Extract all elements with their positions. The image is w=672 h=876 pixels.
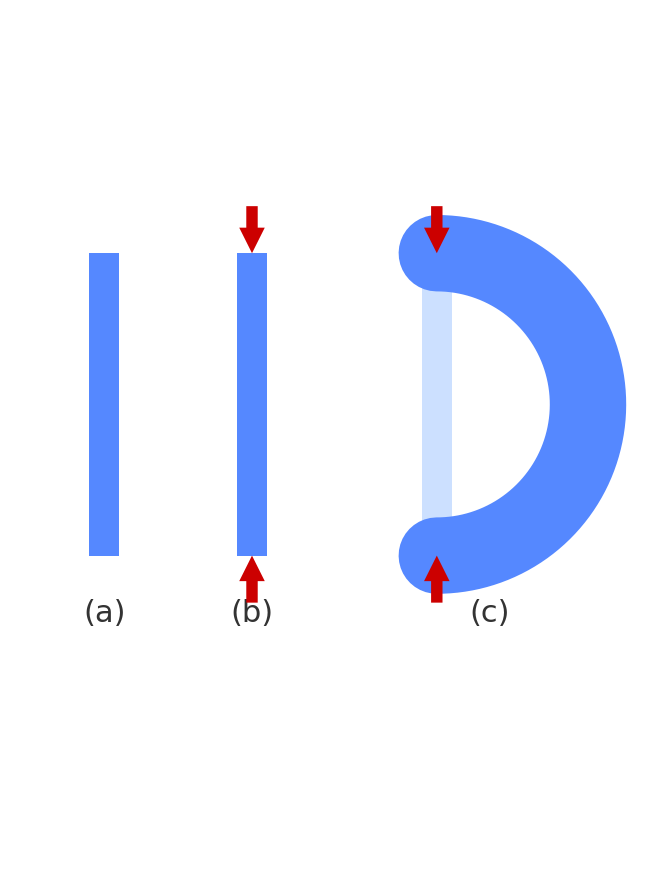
FancyArrow shape — [424, 555, 450, 603]
Text: (c): (c) — [470, 599, 510, 628]
Text: (b): (b) — [230, 599, 274, 628]
Text: (a): (a) — [83, 599, 126, 628]
Bar — [237, 253, 267, 555]
Bar — [89, 253, 120, 555]
FancyArrow shape — [239, 206, 265, 253]
FancyArrow shape — [424, 206, 450, 253]
Bar — [422, 253, 452, 555]
FancyArrow shape — [239, 555, 265, 603]
